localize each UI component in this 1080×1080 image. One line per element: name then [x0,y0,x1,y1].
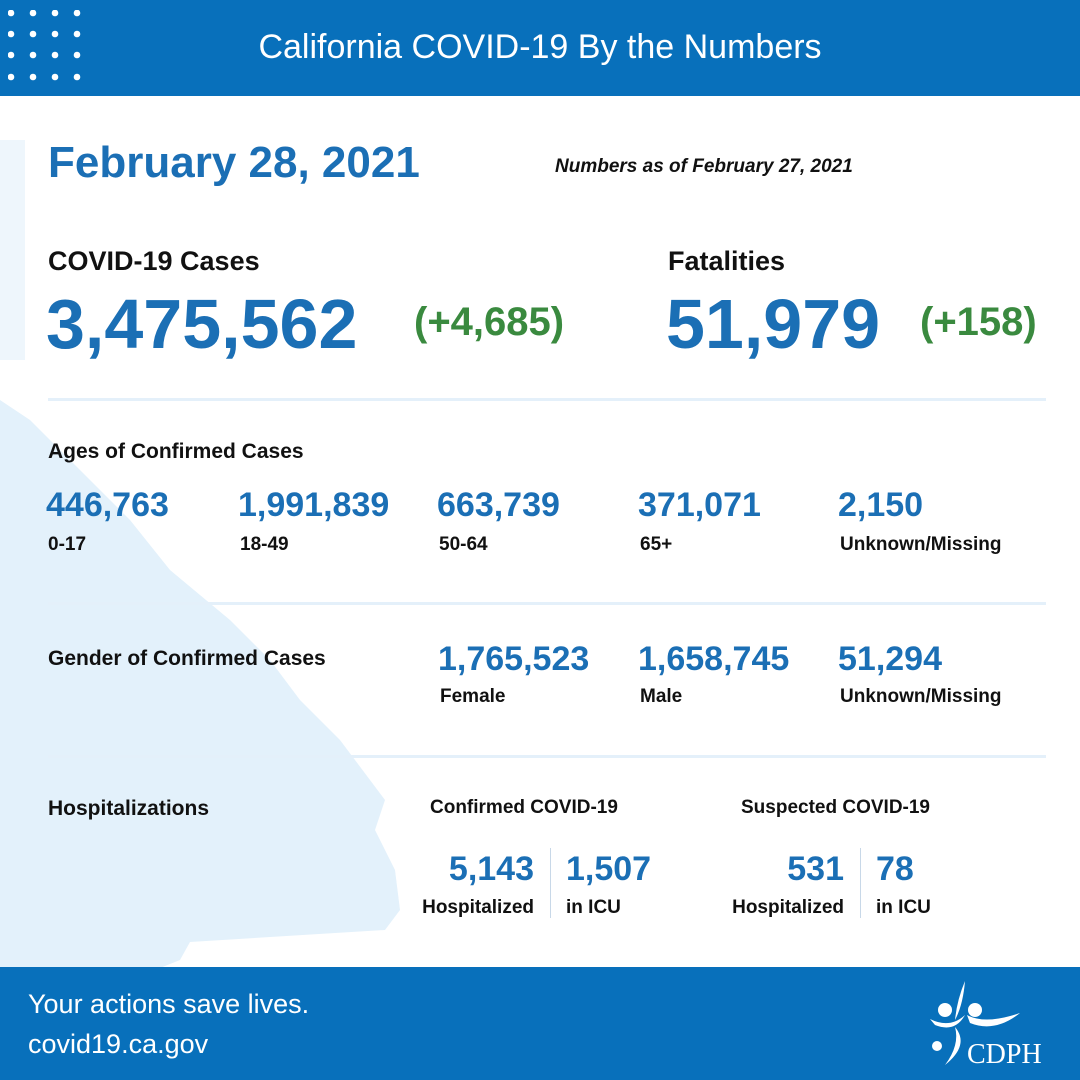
as-of-note: Numbers as of February 27, 2021 [555,156,853,177]
california-map-silhouette [0,140,400,968]
divider [860,848,861,918]
age-value: 663,739 [437,486,560,524]
gender-value: 51,294 [838,640,942,678]
gender-value: 1,658,745 [638,640,790,678]
age-label: Unknown/Missing [840,534,1002,555]
divider [48,755,1046,758]
cases-total: 3,475,562 [46,285,358,363]
age-label: 18-49 [240,534,289,555]
confirmed-icu-value: 1,507 [566,850,652,888]
confirmed-label: Confirmed COVID-19 [430,797,618,818]
gender-category: Male [640,686,683,707]
age-value: 2,150 [838,486,924,524]
ages-label: Ages of Confirmed Cases [48,440,304,463]
cases-label: COVID-19 Cases [48,246,260,276]
gender-label: Gender of Confirmed Cases [48,647,326,670]
footer-website-link[interactable]: covid19.ca.gov [28,1029,209,1059]
cdph-logo-text: CDPH [967,1039,1042,1070]
header-bar: California COVID-19 By the Numbers [0,0,1080,96]
page-title: California COVID-19 By the Numbers [258,28,822,66]
divider [550,848,551,918]
suspected-hospitalized-label: Hospitalized [732,897,844,918]
confirmed-icu-label: in ICU [566,897,621,918]
age-value: 371,071 [638,486,761,524]
age-label: 0-17 [48,534,87,555]
gender-category: Female [440,686,506,707]
age-label: 50-64 [439,534,488,555]
confirmed-hospitalized-label: Hospitalized [422,897,534,918]
cdph-logo-icon: CDPH [930,981,1042,1070]
age-label: 65+ [640,534,673,555]
cases-change: (+4,685) [414,300,565,344]
suspected-hospitalized-value: 531 [787,850,844,888]
suspected-icu-label: in ICU [876,897,931,918]
fatalities-label: Fatalities [668,246,786,276]
suspected-label: Suspected COVID-19 [741,797,930,818]
report-date: February 28, 2021 [48,138,420,187]
gender-category: Unknown/Missing [840,686,1002,707]
gender-value: 1,765,523 [438,640,590,678]
hospitalizations-label: Hospitalizations [48,797,210,820]
fatalities-change: (+158) [920,300,1037,344]
footer-slogan: Your actions save lives. [28,989,310,1019]
suspected-icu-value: 78 [876,850,914,888]
divider [48,398,1046,401]
age-value: 1,991,839 [238,486,390,524]
age-value: 446,763 [46,486,169,524]
dot-grid-icon [8,10,81,81]
divider [48,602,1046,605]
footer-bar: Your actions save lives. covid19.ca.gov … [0,967,1080,1080]
fatalities-total: 51,979 [666,285,881,363]
confirmed-hospitalized-value: 5,143 [448,850,534,888]
